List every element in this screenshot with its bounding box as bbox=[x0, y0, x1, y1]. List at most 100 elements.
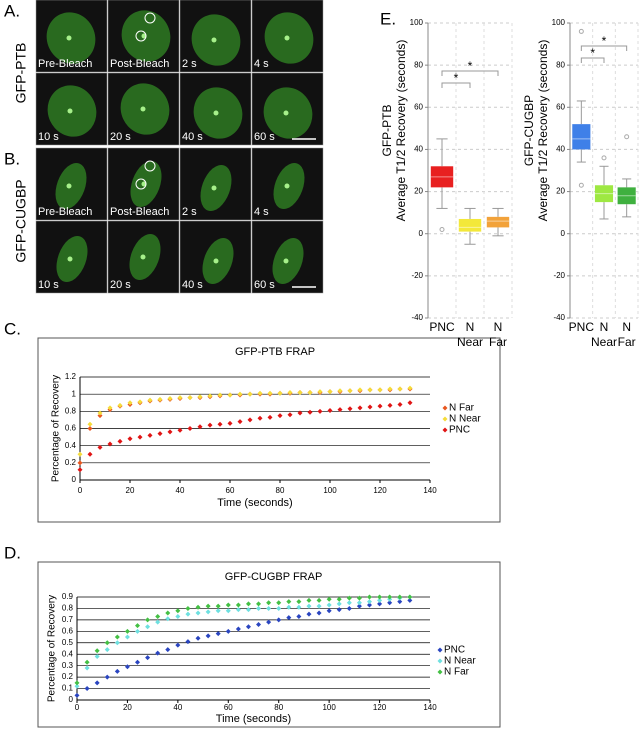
data-point bbox=[145, 617, 151, 623]
spot bbox=[211, 185, 217, 191]
y-tick-label: 0.9 bbox=[62, 592, 74, 601]
frame-label: 60 s bbox=[254, 131, 275, 143]
frame-label: 60 s bbox=[254, 279, 275, 291]
y-tick-label: 20 bbox=[556, 187, 565, 196]
outlier bbox=[601, 155, 607, 161]
data-point bbox=[397, 401, 403, 407]
data-point bbox=[276, 605, 282, 611]
data-point bbox=[225, 602, 231, 608]
data-point bbox=[165, 616, 171, 622]
significance-bracket bbox=[441, 82, 471, 88]
data-point bbox=[84, 686, 90, 692]
data-point bbox=[187, 395, 193, 401]
data-point bbox=[207, 422, 213, 428]
frame-label: Pre-Bleach bbox=[38, 58, 92, 70]
data-point bbox=[287, 412, 293, 418]
data-point bbox=[187, 426, 193, 431]
data-point bbox=[124, 634, 130, 640]
data-point bbox=[286, 599, 292, 605]
data-point bbox=[77, 467, 83, 473]
legend-marker bbox=[437, 658, 443, 664]
frame-label: 40 s bbox=[182, 279, 203, 291]
spot bbox=[213, 258, 219, 264]
data-point bbox=[356, 595, 362, 601]
panel-label: B. bbox=[4, 149, 20, 168]
data-point bbox=[195, 635, 201, 641]
data-point bbox=[147, 432, 153, 438]
data-point bbox=[117, 402, 123, 408]
data-point bbox=[195, 610, 201, 616]
data-point bbox=[104, 640, 110, 646]
y-tick-label: 0 bbox=[72, 475, 77, 484]
data-point bbox=[77, 460, 83, 466]
spot bbox=[66, 35, 72, 41]
x-tick-label: 100 bbox=[322, 703, 336, 712]
data-point bbox=[297, 389, 303, 395]
data-point bbox=[195, 604, 201, 610]
data-point bbox=[137, 399, 143, 405]
data-point bbox=[165, 610, 171, 616]
data-point bbox=[245, 607, 251, 613]
data-point bbox=[135, 659, 141, 665]
panel-side-label: GFP-PTB bbox=[13, 43, 29, 104]
data-point bbox=[235, 602, 241, 608]
frame-label: 10 s bbox=[38, 279, 59, 291]
significance-bracket bbox=[580, 57, 605, 63]
data-point bbox=[107, 405, 113, 411]
data-point bbox=[267, 390, 273, 396]
data-point bbox=[227, 392, 233, 398]
data-point bbox=[366, 602, 372, 608]
legend-label: N Near bbox=[444, 656, 476, 667]
data-point bbox=[165, 647, 171, 653]
data-point bbox=[155, 619, 161, 625]
outlier bbox=[578, 28, 584, 34]
data-point bbox=[296, 613, 302, 619]
data-point bbox=[336, 596, 342, 602]
data-point bbox=[346, 595, 352, 601]
data-point bbox=[266, 605, 272, 611]
data-point bbox=[74, 680, 80, 686]
data-point bbox=[175, 642, 181, 648]
x-tick-label: 0 bbox=[78, 486, 83, 495]
y-tick-label: 80 bbox=[414, 60, 423, 69]
spot bbox=[213, 110, 219, 116]
y-tick-label: 1 bbox=[72, 389, 77, 398]
x-tick-label: 140 bbox=[423, 703, 437, 712]
data-point bbox=[135, 623, 141, 629]
data-point bbox=[114, 668, 120, 674]
y-tick-label: -40 bbox=[411, 313, 423, 322]
data-point bbox=[256, 601, 262, 607]
chart-title: GFP-PTB bbox=[380, 104, 394, 156]
frame-label: Post-Bleach bbox=[110, 206, 169, 218]
data-point bbox=[407, 597, 413, 603]
data-point bbox=[215, 608, 221, 614]
frame-label: 40 s bbox=[182, 131, 203, 143]
y-tick-label: 0.6 bbox=[65, 424, 77, 433]
data-point bbox=[217, 392, 223, 398]
data-point bbox=[377, 594, 383, 600]
y-axis-label: Percentage of Recovery bbox=[47, 595, 58, 702]
data-point bbox=[256, 605, 262, 611]
data-point bbox=[316, 603, 322, 609]
outlier bbox=[439, 227, 445, 232]
data-point bbox=[235, 607, 241, 613]
data-point bbox=[387, 386, 393, 392]
data-point bbox=[87, 451, 93, 457]
box bbox=[458, 218, 482, 232]
data-point bbox=[356, 600, 362, 606]
data-point bbox=[346, 605, 352, 611]
y-tick-label: 40 bbox=[556, 145, 565, 154]
roi bbox=[135, 30, 147, 42]
data-point bbox=[366, 594, 372, 600]
legend-marker bbox=[442, 416, 448, 422]
data-point bbox=[277, 390, 283, 396]
data-point bbox=[175, 608, 181, 614]
x-tick-label: 0 bbox=[75, 703, 80, 712]
data-point bbox=[387, 402, 393, 408]
frame-label: 10 s bbox=[38, 131, 59, 143]
spot bbox=[66, 183, 72, 189]
legend-label: PNC bbox=[444, 645, 465, 656]
significance-star: * bbox=[454, 71, 459, 85]
data-point bbox=[387, 600, 393, 606]
frame-label: 2 s bbox=[182, 58, 197, 70]
